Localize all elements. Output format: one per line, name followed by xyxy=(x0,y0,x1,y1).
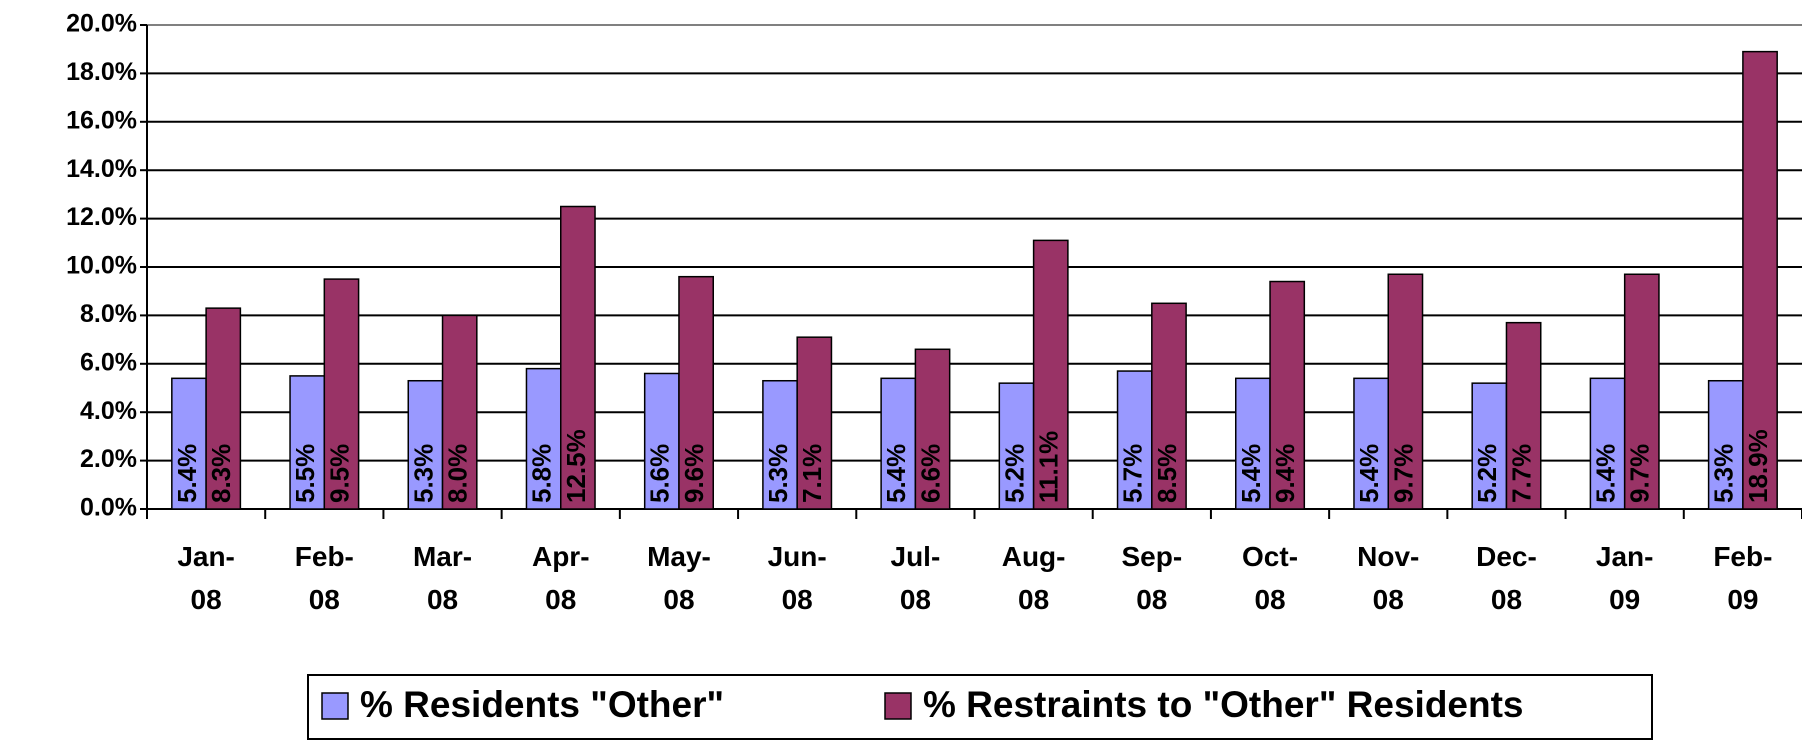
bar xyxy=(323,278,360,510)
y-tick-label: 6.0% xyxy=(80,348,137,376)
bar xyxy=(998,382,1035,510)
value-label: 8.3% xyxy=(206,444,236,503)
value-label: 5.5% xyxy=(290,444,320,503)
value-label: 8.0% xyxy=(443,444,473,503)
bar xyxy=(1505,321,1542,510)
bar xyxy=(1269,280,1306,510)
value-label: 5.4% xyxy=(1590,444,1620,503)
x-tick-label: Mar-08 xyxy=(413,541,472,615)
bar xyxy=(1353,377,1390,510)
x-tick-label: Sep-08 xyxy=(1121,541,1182,615)
value-label: 9.5% xyxy=(324,444,354,503)
bar xyxy=(1623,273,1660,510)
bar xyxy=(762,379,798,510)
bar xyxy=(796,336,833,510)
value-label: 18.9% xyxy=(1743,429,1773,503)
bar xyxy=(1707,379,1744,510)
x-tick-label: Nov-08 xyxy=(1357,541,1419,615)
bar xyxy=(205,307,242,510)
x-tick-label: Oct-08 xyxy=(1242,541,1298,615)
value-label: 5.6% xyxy=(645,444,675,503)
value-label: 5.3% xyxy=(763,444,793,503)
bar xyxy=(914,348,951,510)
value-label: 9.4% xyxy=(1270,444,1300,503)
bar xyxy=(1151,302,1187,510)
value-label: 7.1% xyxy=(797,444,827,503)
bar xyxy=(1387,273,1424,510)
value-label: 5.2% xyxy=(999,444,1029,503)
y-tick-label: 16.0% xyxy=(66,106,137,134)
x-tick-label: Aug-08 xyxy=(1002,541,1066,615)
bar xyxy=(643,372,680,510)
y-tick-label: 10.0% xyxy=(66,252,137,280)
value-label: 6.6% xyxy=(915,444,945,503)
y-tick-label: 14.0% xyxy=(66,155,137,183)
value-label: 5.4% xyxy=(1236,444,1266,503)
value-label: 5.8% xyxy=(526,444,556,503)
value-label: 5.7% xyxy=(1118,444,1148,503)
legend-box xyxy=(307,674,1653,740)
x-tick-label: Apr-08 xyxy=(532,541,590,615)
bar xyxy=(289,375,326,510)
value-label: 9.6% xyxy=(679,444,709,503)
value-label: 8.5% xyxy=(1152,444,1182,503)
value-label: 7.7% xyxy=(1506,444,1536,503)
y-tick-label: 0.0% xyxy=(80,494,137,522)
value-label: 9.7% xyxy=(1625,444,1655,503)
bar xyxy=(678,275,714,510)
x-tick-label: Jun-08 xyxy=(768,541,827,615)
bar xyxy=(1471,382,1508,510)
bar xyxy=(1742,50,1778,510)
x-tick-label: Feb-08 xyxy=(295,541,354,615)
x-tick-label: Feb-09 xyxy=(1713,541,1772,615)
bar xyxy=(560,205,596,510)
bar xyxy=(1032,239,1069,510)
x-tick-label: Dec-08 xyxy=(1476,541,1537,615)
value-label: 5.4% xyxy=(881,444,911,503)
legend-swatch xyxy=(321,692,349,720)
value-label: 5.2% xyxy=(1472,444,1502,503)
bar xyxy=(441,314,478,510)
y-tick-label: 8.0% xyxy=(80,300,137,328)
value-label: 5.3% xyxy=(408,444,438,503)
y-tick-label: 4.0% xyxy=(80,397,137,425)
value-label: 9.7% xyxy=(1388,444,1418,503)
y-tick-label: 20.0% xyxy=(66,10,137,38)
legend-swatch xyxy=(884,692,912,720)
x-tick-label: May-08 xyxy=(647,541,711,615)
bar xyxy=(1589,377,1626,510)
value-label: 5.4% xyxy=(172,444,202,503)
y-tick-label: 12.0% xyxy=(66,203,137,231)
legend-label: % Residents "Other" xyxy=(360,684,724,725)
value-label: 11.1% xyxy=(1034,431,1064,503)
value-label: 12.5% xyxy=(561,429,591,503)
x-tick-label: Jul-08 xyxy=(891,541,941,615)
value-label: 5.3% xyxy=(1709,444,1739,503)
value-label: 5.4% xyxy=(1354,444,1384,503)
bar xyxy=(407,379,444,510)
bar xyxy=(525,367,562,510)
bar xyxy=(171,377,207,510)
legend-label: % Restraints to "Other" Residents xyxy=(923,684,1524,725)
x-tick-label: Jan-08 xyxy=(177,541,235,615)
x-tick-label: Jan-09 xyxy=(1596,541,1654,615)
y-tick-label: 18.0% xyxy=(66,58,137,86)
y-tick-label: 2.0% xyxy=(80,445,137,473)
